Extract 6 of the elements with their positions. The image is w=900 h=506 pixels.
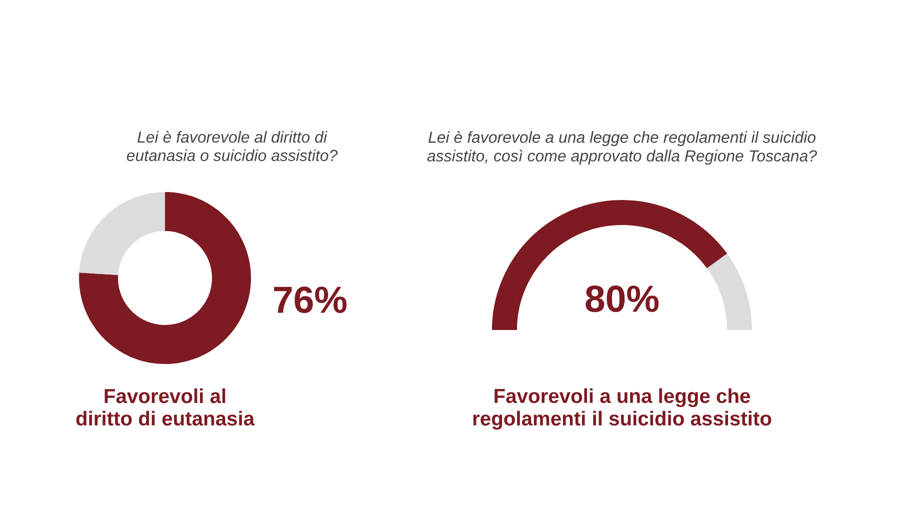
data-label: 76% <box>274 286 347 314</box>
chart-title: Lei è favorevole a una legge che regolamenti il suicidio assistito, così come approvato dalla Regione Toscana? <box>427 131 818 165</box>
text: Favorevoli a una legge che regolamenti il suicidio assistito <box>473 388 772 430</box>
text: Favorevoli al diritto di eutanasia <box>76 388 255 426</box>
chart-title: Lei è favorevole al diritto di eutanasia o suicidio assistito? <box>126 130 338 162</box>
data-label: 80% <box>586 286 659 312</box>
